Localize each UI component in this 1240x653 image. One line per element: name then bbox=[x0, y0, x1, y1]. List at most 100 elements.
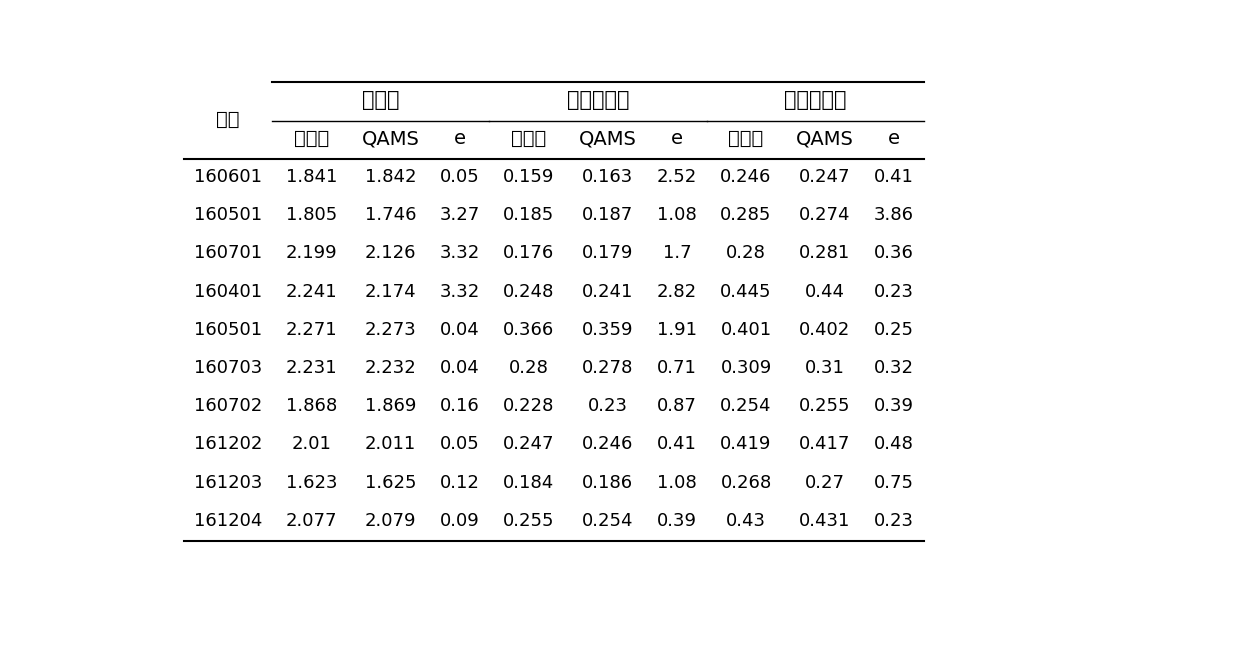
Text: 0.278: 0.278 bbox=[582, 359, 634, 377]
Text: 0.41: 0.41 bbox=[657, 436, 697, 453]
Text: 3.32: 3.32 bbox=[439, 283, 480, 300]
Text: 0.36: 0.36 bbox=[874, 244, 914, 263]
Text: 2.231: 2.231 bbox=[286, 359, 337, 377]
Text: 160401: 160401 bbox=[193, 283, 262, 300]
Text: 半乳糖醛酸: 半乳糖醛酸 bbox=[784, 91, 847, 110]
Text: e: e bbox=[454, 129, 466, 148]
Text: 0.185: 0.185 bbox=[503, 206, 554, 224]
Text: 0.179: 0.179 bbox=[582, 244, 634, 263]
Text: 1.746: 1.746 bbox=[365, 206, 417, 224]
Text: 0.39: 0.39 bbox=[874, 397, 914, 415]
Text: 0.32: 0.32 bbox=[874, 359, 914, 377]
Text: 1.623: 1.623 bbox=[286, 473, 337, 492]
Text: 1.7: 1.7 bbox=[662, 244, 691, 263]
Text: 2.273: 2.273 bbox=[365, 321, 417, 339]
Text: 2.199: 2.199 bbox=[286, 244, 337, 263]
Text: 0.75: 0.75 bbox=[874, 473, 914, 492]
Text: 1.805: 1.805 bbox=[286, 206, 337, 224]
Text: 甘露糖: 甘露糖 bbox=[362, 91, 399, 110]
Text: 0.417: 0.417 bbox=[799, 436, 851, 453]
Text: 0.246: 0.246 bbox=[582, 436, 634, 453]
Text: 3.32: 3.32 bbox=[439, 244, 480, 263]
Text: 0.05: 0.05 bbox=[440, 168, 480, 186]
Text: 0.28: 0.28 bbox=[508, 359, 549, 377]
Text: 1.625: 1.625 bbox=[365, 473, 417, 492]
Text: 1.868: 1.868 bbox=[286, 397, 337, 415]
Text: 0.04: 0.04 bbox=[440, 321, 480, 339]
Text: 1.841: 1.841 bbox=[286, 168, 337, 186]
Text: 0.247: 0.247 bbox=[503, 436, 554, 453]
Text: 0.445: 0.445 bbox=[720, 283, 771, 300]
Text: QAMS: QAMS bbox=[362, 129, 419, 148]
Text: 0.05: 0.05 bbox=[440, 436, 480, 453]
Text: 0.254: 0.254 bbox=[582, 512, 634, 530]
Text: 0.28: 0.28 bbox=[727, 244, 766, 263]
Text: 0.401: 0.401 bbox=[720, 321, 771, 339]
Text: 160703: 160703 bbox=[193, 359, 262, 377]
Text: 0.431: 0.431 bbox=[799, 512, 851, 530]
Text: 2.126: 2.126 bbox=[365, 244, 417, 263]
Text: 0.16: 0.16 bbox=[440, 397, 480, 415]
Text: e: e bbox=[671, 129, 683, 148]
Text: e: e bbox=[888, 129, 900, 148]
Text: 0.285: 0.285 bbox=[720, 206, 771, 224]
Text: 1.842: 1.842 bbox=[365, 168, 417, 186]
Text: 161203: 161203 bbox=[193, 473, 262, 492]
Text: 0.359: 0.359 bbox=[582, 321, 634, 339]
Text: 0.186: 0.186 bbox=[582, 473, 634, 492]
Text: 160501: 160501 bbox=[193, 206, 262, 224]
Text: 葡萄糖醛酸: 葡萄糖醛酸 bbox=[567, 91, 629, 110]
Text: 0.163: 0.163 bbox=[582, 168, 634, 186]
Text: 外标法: 外标法 bbox=[294, 129, 330, 148]
Text: 外标法: 外标法 bbox=[728, 129, 764, 148]
Text: 0.159: 0.159 bbox=[503, 168, 554, 186]
Text: 0.402: 0.402 bbox=[800, 321, 851, 339]
Text: 0.176: 0.176 bbox=[503, 244, 554, 263]
Text: 1.08: 1.08 bbox=[657, 473, 697, 492]
Text: 0.366: 0.366 bbox=[503, 321, 554, 339]
Text: 0.71: 0.71 bbox=[657, 359, 697, 377]
Text: 0.255: 0.255 bbox=[799, 397, 851, 415]
Text: 2.011: 2.011 bbox=[365, 436, 417, 453]
Text: 0.248: 0.248 bbox=[503, 283, 554, 300]
Text: 0.281: 0.281 bbox=[800, 244, 851, 263]
Text: 0.419: 0.419 bbox=[720, 436, 771, 453]
Text: 1.869: 1.869 bbox=[365, 397, 417, 415]
Text: 2.241: 2.241 bbox=[286, 283, 337, 300]
Text: 0.23: 0.23 bbox=[874, 283, 914, 300]
Text: 0.184: 0.184 bbox=[503, 473, 554, 492]
Text: 0.12: 0.12 bbox=[440, 473, 480, 492]
Text: 2.077: 2.077 bbox=[286, 512, 337, 530]
Text: 0.241: 0.241 bbox=[582, 283, 634, 300]
Text: 0.274: 0.274 bbox=[799, 206, 851, 224]
Text: QAMS: QAMS bbox=[796, 129, 854, 148]
Text: 0.04: 0.04 bbox=[440, 359, 480, 377]
Text: 0.48: 0.48 bbox=[874, 436, 914, 453]
Text: 2.174: 2.174 bbox=[365, 283, 417, 300]
Text: QAMS: QAMS bbox=[579, 129, 636, 148]
Text: 1.08: 1.08 bbox=[657, 206, 697, 224]
Text: 0.255: 0.255 bbox=[503, 512, 554, 530]
Text: 0.43: 0.43 bbox=[725, 512, 766, 530]
Text: 160702: 160702 bbox=[193, 397, 262, 415]
Text: 160601: 160601 bbox=[193, 168, 262, 186]
Text: 0.09: 0.09 bbox=[440, 512, 480, 530]
Text: 3.86: 3.86 bbox=[874, 206, 914, 224]
Text: 2.82: 2.82 bbox=[657, 283, 697, 300]
Text: 0.254: 0.254 bbox=[720, 397, 771, 415]
Text: 0.268: 0.268 bbox=[720, 473, 771, 492]
Text: 1.91: 1.91 bbox=[657, 321, 697, 339]
Text: 0.23: 0.23 bbox=[874, 512, 914, 530]
Text: 0.41: 0.41 bbox=[874, 168, 914, 186]
Text: 0.228: 0.228 bbox=[503, 397, 554, 415]
Text: 批号: 批号 bbox=[216, 110, 239, 129]
Text: 161202: 161202 bbox=[193, 436, 262, 453]
Text: 2.271: 2.271 bbox=[286, 321, 337, 339]
Text: 2.079: 2.079 bbox=[365, 512, 417, 530]
Text: 2.232: 2.232 bbox=[365, 359, 417, 377]
Text: 0.309: 0.309 bbox=[720, 359, 771, 377]
Text: 3.27: 3.27 bbox=[439, 206, 480, 224]
Text: 0.247: 0.247 bbox=[799, 168, 851, 186]
Text: 2.52: 2.52 bbox=[657, 168, 697, 186]
Text: 0.246: 0.246 bbox=[720, 168, 771, 186]
